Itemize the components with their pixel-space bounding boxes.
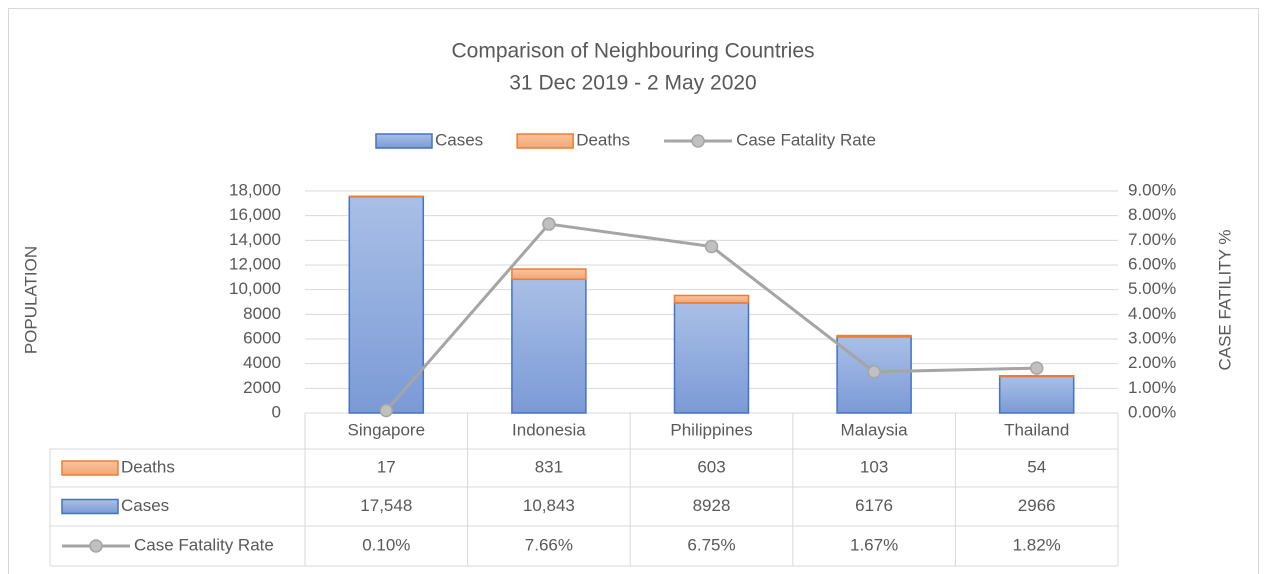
legend-label: Cases [435,130,483,149]
legend-label: Case Fatality Rate [736,130,876,149]
table-symbol [61,460,119,476]
line-marker [867,365,881,379]
table-value: 6.75% [687,535,735,554]
y2-tick-label: 7.00% [1128,230,1176,249]
x-tick-label: Thailand [1004,420,1069,439]
y-tick-label: 10,000 [229,279,281,298]
y-tick-label: 12,000 [229,254,281,273]
table-value: 10,843 [523,496,575,515]
bar [673,302,750,414]
y-tick-label: 14,000 [229,230,281,249]
table-value: 17 [377,457,396,476]
y-tick-label: 16,000 [229,205,281,224]
y-tick-label: 18,000 [229,180,281,199]
y-tick-label: 2000 [243,378,281,397]
bar [348,195,425,414]
table-value: 8928 [693,496,731,515]
y2-tick-label: 2.00% [1128,353,1176,372]
y-tick-label: 0 [272,402,281,421]
y2-tick-label: 0.00% [1128,402,1176,421]
line-marker [1029,361,1044,375]
y2-tick-label: 1.00% [1128,378,1176,397]
table-row-label: Cases [121,496,169,515]
table-value: 0.10% [362,535,410,554]
y2-tick-label: 5.00% [1128,279,1176,298]
x-tick-label: Singapore [348,420,426,439]
table-value: 54 [1027,457,1046,476]
bar [511,278,587,414]
y2-tick-label: 4.00% [1128,304,1176,323]
chart-border [8,8,1259,574]
y2-tick-label: 9.00% [1128,180,1176,199]
y-tick-label: 8000 [243,304,281,323]
y2-tick-label: 3.00% [1128,328,1176,347]
chart-title: Comparison of Neighbouring Countries [451,40,814,63]
legend-symbol [375,133,433,149]
bar [673,294,750,304]
x-tick-label: Malaysia [841,420,909,439]
table-row-label: Deaths [121,457,175,476]
table-value: 7.66% [525,535,573,554]
chart-subtitle: 31 Dec 2019 - 2 May 2020 [509,72,757,95]
x-tick-label: Philippines [670,420,752,439]
legend-label: Deaths [576,130,630,149]
y2-tick-label: 6.00% [1128,254,1176,273]
y2-tick-label: 8.00% [1128,205,1176,224]
table-value: 1.67% [850,535,898,554]
bar [836,334,912,338]
table-value: 831 [535,457,563,476]
table-symbol [61,498,119,515]
line-marker [379,403,394,418]
x-tick-label: Indonesia [512,420,586,439]
y2-axis-label: CASE FATILITY % [1215,229,1234,370]
table-value: 6176 [855,496,893,515]
line-marker [704,239,719,254]
bar [998,375,1075,414]
y-axis-label: POPULATION [21,246,40,354]
table-value: 1.82% [1013,535,1061,554]
y-tick-label: 4000 [243,353,281,372]
table-value: 2966 [1018,496,1056,515]
bar [998,375,1075,378]
table-row-label: Case Fatality Rate [134,535,274,554]
line-marker [542,217,556,231]
table-value: 103 [860,457,888,476]
y-tick-label: 6000 [243,328,281,347]
legend-symbol [516,133,574,149]
table-value: 17,548 [360,496,412,515]
bar [511,268,587,281]
table-symbol [89,539,103,553]
legend-symbol [691,134,705,148]
table-value: 603 [697,457,725,476]
